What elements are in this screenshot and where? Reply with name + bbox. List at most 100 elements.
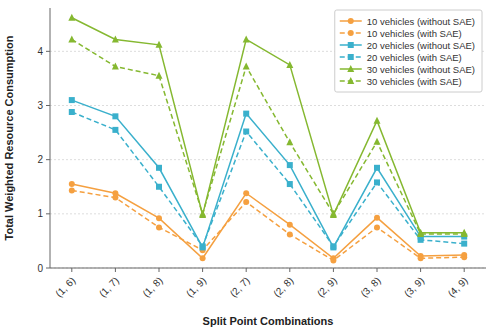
point xyxy=(69,181,75,187)
point xyxy=(112,195,118,201)
point xyxy=(374,179,380,185)
x-tick xyxy=(115,268,116,272)
point xyxy=(330,257,336,263)
x-tick-label: (1, 7) xyxy=(97,275,121,299)
legend-item: 10 vehicles (with SAE) xyxy=(340,28,462,39)
legend-label: 20 vehicles (without SAE) xyxy=(367,40,475,51)
point xyxy=(112,35,119,42)
series xyxy=(69,181,467,261)
point xyxy=(156,224,162,230)
grid-line xyxy=(50,105,486,106)
legend-marker xyxy=(348,42,354,48)
point xyxy=(374,117,381,124)
y-tick xyxy=(46,159,50,160)
x-tick-label: (2, 7) xyxy=(228,275,252,299)
point xyxy=(287,231,293,237)
point xyxy=(68,35,75,42)
point xyxy=(156,215,162,221)
legend-marker xyxy=(348,54,354,60)
axes: 01234(1, 6)(1, 7)(1, 8)(1, 9)(2, 7)(2, 8… xyxy=(37,8,486,299)
point xyxy=(112,63,119,70)
legend-marker xyxy=(348,18,354,24)
point xyxy=(156,41,163,48)
x-tick-label: (2, 8) xyxy=(271,275,295,299)
point xyxy=(374,215,380,221)
line xyxy=(72,100,464,247)
point xyxy=(243,190,249,196)
point xyxy=(374,165,380,171)
point xyxy=(156,165,162,171)
point xyxy=(243,35,250,42)
plot-area xyxy=(68,14,467,264)
legend-item: 30 vehicles (without SAE) xyxy=(340,64,475,75)
legend-label: 10 vehicles (without SAE) xyxy=(367,16,475,27)
point xyxy=(287,181,293,187)
x-tick xyxy=(202,268,203,272)
legend-item: 10 vehicles (without SAE) xyxy=(340,16,475,27)
x-tick xyxy=(464,268,465,272)
x-tick-label: (4, 9) xyxy=(446,275,470,299)
grid xyxy=(50,51,486,268)
legend-label: 10 vehicles (with SAE) xyxy=(367,28,462,39)
x-tick xyxy=(71,268,72,272)
y-tick-label: 3 xyxy=(37,100,43,111)
point xyxy=(68,14,75,21)
grid-line xyxy=(50,213,486,214)
point xyxy=(287,222,293,228)
x-tick xyxy=(333,268,334,272)
legend-label: 30 vehicles (without SAE) xyxy=(367,64,475,75)
y-tick xyxy=(46,105,50,106)
legend-label: 30 vehicles (with SAE) xyxy=(367,76,462,87)
legend-item: 20 vehicles (with SAE) xyxy=(340,52,462,63)
point xyxy=(69,97,75,103)
x-tick xyxy=(246,268,247,272)
y-tick xyxy=(46,268,50,269)
point xyxy=(461,254,467,260)
point xyxy=(156,184,162,190)
legend-marker xyxy=(348,30,354,36)
y-tick-label: 2 xyxy=(37,154,43,165)
x-tick xyxy=(377,268,378,272)
y-tick xyxy=(46,213,50,214)
x-tick-label: (1, 8) xyxy=(140,275,164,299)
series xyxy=(69,97,467,250)
point xyxy=(418,237,424,243)
y-tick-label: 4 xyxy=(37,46,43,57)
x-axis-title: Split Point Combinations xyxy=(203,315,334,327)
point xyxy=(330,210,337,217)
grid-line xyxy=(50,159,486,160)
point xyxy=(69,188,75,194)
point xyxy=(374,224,380,230)
legend-marker xyxy=(347,77,354,84)
x-tick-label: (2, 9) xyxy=(315,275,339,299)
point xyxy=(112,113,118,119)
point xyxy=(417,230,424,237)
y-axis-line xyxy=(50,8,51,268)
point xyxy=(243,129,249,135)
x-tick-label: (1, 9) xyxy=(184,275,208,299)
y-axis-title: Total Weighted Resource Consumption xyxy=(3,35,15,240)
line xyxy=(72,112,464,246)
legend-item: 20 vehicles (without SAE) xyxy=(340,40,475,51)
x-tick-label: (3, 8) xyxy=(358,275,382,299)
x-tick-label: (3, 9) xyxy=(402,275,426,299)
x-tick xyxy=(289,268,290,272)
point xyxy=(461,241,467,247)
point xyxy=(461,230,468,237)
series xyxy=(69,109,467,249)
point xyxy=(199,210,206,217)
legend-item: 30 vehicles (with SAE) xyxy=(340,76,462,87)
legend-marker xyxy=(347,65,354,72)
y-tick xyxy=(46,51,50,52)
legend-label: 20 vehicles (with SAE) xyxy=(367,52,462,63)
x-tick xyxy=(420,268,421,272)
y-tick-label: 1 xyxy=(37,208,43,219)
point xyxy=(286,61,293,68)
point xyxy=(69,109,75,115)
point xyxy=(374,138,381,145)
point xyxy=(156,72,163,79)
point xyxy=(243,111,249,117)
chart: 01234(1, 6)(1, 7)(1, 8)(1, 9)(2, 7)(2, 8… xyxy=(0,0,496,330)
point xyxy=(200,255,206,261)
point xyxy=(286,138,293,145)
